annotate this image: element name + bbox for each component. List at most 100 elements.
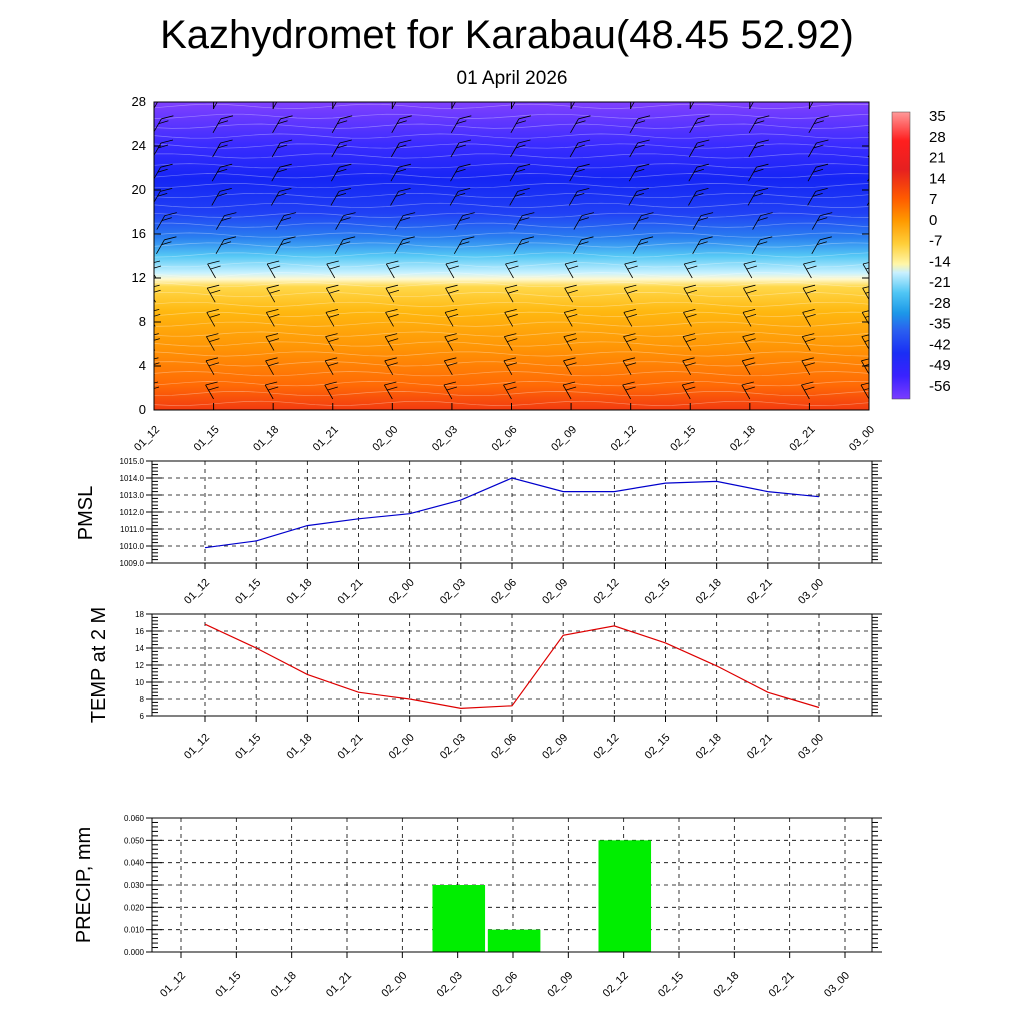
wind-barb-staff: [334, 239, 344, 254]
wind-barb: [266, 260, 281, 279]
wind-barb-staff: [384, 360, 394, 375]
colorbar-label: 0: [929, 212, 937, 229]
wind-barb-flag: [339, 139, 352, 144]
contour-line: [154, 371, 869, 377]
wind-barb-flag: [815, 188, 828, 192]
wind-barb-flag: [387, 362, 398, 367]
colorbar: 35 28 21 14 7 0 -7 -14 -21 -28 -35 -42 -49 -56: [891, 108, 951, 400]
wind-barb-flag: [459, 241, 470, 246]
wind-barb-flag: [385, 309, 398, 313]
contour-line: [154, 202, 869, 208]
wind-barb-flag: [685, 338, 697, 342]
wind-barb-staff: [513, 239, 523, 254]
wind-barb-flag: [633, 193, 644, 197]
wind-barb: [564, 284, 578, 303]
wind-barb-staff: [383, 384, 393, 400]
wind-barb-flag: [505, 284, 518, 289]
wind-barb: [211, 163, 233, 182]
wind-barb-staff: [154, 273, 157, 279]
precip-bar: [487, 929, 541, 952]
wind-barb-flag: [575, 120, 586, 125]
wind-barb: [384, 357, 398, 375]
wind-barb-staff: [450, 118, 460, 133]
wind-barb-staff: [206, 336, 215, 351]
wind-barb-flag: [164, 212, 177, 216]
wind-barb: [394, 236, 415, 254]
time-tick-label: 01_18: [269, 970, 299, 1000]
wind-barb: [324, 381, 338, 400]
wind-barb-flag: [458, 188, 471, 192]
wind-barb: [861, 334, 869, 351]
time-tick-label: 02_18: [728, 424, 758, 454]
wind-barb-flag: [210, 289, 221, 294]
wind-barb-flag: [693, 193, 704, 197]
wind-barb-staff: [264, 384, 274, 400]
wind-barb: [742, 333, 756, 351]
wind-barb-flag: [267, 260, 280, 265]
wind-barb-staff: [562, 384, 572, 400]
wind-barb-flag: [219, 188, 232, 192]
wind-barb-flag: [504, 333, 517, 337]
y-tick-label: 1015.0: [120, 457, 145, 466]
y-tick-label: 0.000: [124, 948, 145, 957]
wind-barb-flag: [637, 241, 649, 246]
wind-barb-flag: [446, 386, 458, 391]
wind-barb-flag: [876, 140, 888, 143]
wind-barb-flag: [634, 120, 646, 125]
wind-barb-flag: [564, 260, 578, 265]
wind-barb: [573, 236, 594, 254]
wind-barb-staff: [802, 312, 811, 327]
wind-barb-flag: [280, 217, 292, 221]
colorbar-label: 7: [929, 191, 937, 208]
wind-barb-flag: [336, 168, 347, 173]
wind-barb-flag: [804, 362, 815, 367]
wind-barb-flag: [687, 265, 698, 270]
wind-barb-flag: [873, 169, 883, 172]
wind-barb-flag: [564, 309, 577, 313]
wind-barb: [861, 358, 869, 375]
wind-barb: [872, 213, 892, 230]
wind-barb-flag: [518, 139, 531, 144]
wind-barb-flag: [154, 284, 160, 288]
wind-barb-staff: [632, 239, 642, 254]
wind-barb-staff: [570, 118, 579, 133]
wind-barb-flag: [266, 309, 279, 313]
wind-barb-flag: [154, 357, 159, 360]
wind-barb-staff: [509, 191, 519, 206]
time-tick-label: 02_21: [745, 732, 775, 762]
wind-barb-flag: [207, 260, 220, 265]
wind-barb-staff: [622, 360, 632, 375]
wind-barb-flag: [328, 314, 340, 318]
wind-barb-staff: [335, 215, 344, 230]
wind-barb: [683, 284, 697, 303]
wind-barb-flag: [157, 168, 168, 173]
wind-barb-flag: [343, 236, 356, 241]
wind-barb-flag: [400, 217, 411, 221]
wind-barb-flag: [864, 364, 869, 367]
wind-barb-flag: [268, 362, 279, 367]
wind-barb-flag: [220, 163, 233, 168]
wind-barb-staff: [503, 384, 512, 400]
wind-barb: [741, 381, 755, 400]
contour-line: [154, 183, 869, 189]
wind-barb-flag: [801, 357, 814, 362]
wind-barb: [624, 260, 638, 279]
cross-section-panel: 0 4 8 12 16 20 24 28 01_12 01_15 01_18 01_21 02_00 0…: [132, 92, 892, 454]
wind-barb: [683, 309, 697, 327]
wind-barb-flag: [872, 193, 882, 196]
wind-barb-staff: [272, 118, 281, 133]
wind-barb-staff: [748, 142, 758, 158]
wind-barb-staff: [325, 336, 334, 351]
wind-barb-flag: [281, 92, 293, 95]
wind-barb: [563, 357, 577, 375]
wind-barb-flag: [445, 309, 458, 313]
wind-barb-staff: [564, 288, 574, 303]
wind-barb: [747, 188, 769, 206]
wind-barb-staff: [563, 312, 573, 327]
wind-barb-flag: [340, 115, 353, 120]
wind-barb-flag: [814, 97, 824, 100]
wind-barb-flag: [865, 267, 869, 270]
wind-barb: [509, 163, 531, 182]
wind-barb-staff: [212, 118, 222, 133]
pmsl-ylabel: PMSL: [75, 486, 97, 540]
